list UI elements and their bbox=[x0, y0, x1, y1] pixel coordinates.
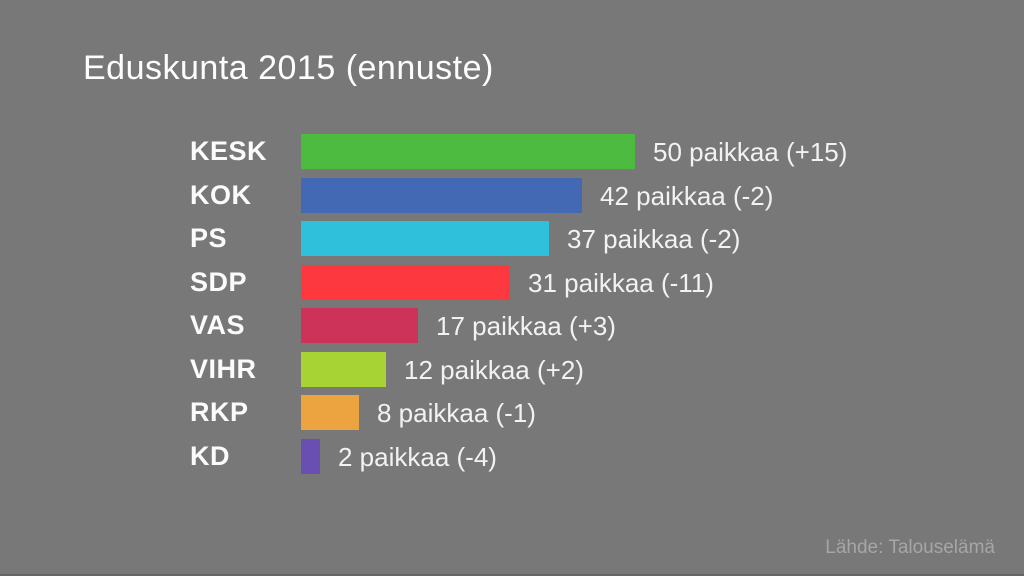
party-label: PS bbox=[190, 223, 228, 253]
party-label: KOK bbox=[190, 180, 252, 210]
bottom-edge-strip bbox=[0, 574, 1024, 576]
bar-row: KOK 42 paikkaa (-2) bbox=[0, 178, 1024, 213]
seat-bar bbox=[301, 178, 582, 213]
seat-bar bbox=[301, 395, 359, 430]
seat-bar bbox=[301, 134, 635, 169]
value-label: 17 paikkaa (+3) bbox=[436, 311, 616, 341]
party-label: VAS bbox=[190, 310, 246, 340]
bar-row: SDP 31 paikkaa (-11) bbox=[0, 265, 1024, 300]
party-label: VIHR bbox=[190, 354, 257, 384]
bar-row: VAS 17 paikkaa (+3) bbox=[0, 308, 1024, 343]
seat-bar bbox=[301, 439, 320, 474]
bar-row: VIHR 12 paikkaa (+2) bbox=[0, 352, 1024, 387]
value-label: 8 paikkaa (-1) bbox=[377, 398, 536, 428]
seat-bar bbox=[301, 265, 510, 300]
value-label: 42 paikkaa (-2) bbox=[600, 181, 774, 211]
party-label: RKP bbox=[190, 397, 249, 427]
value-label: 50 paikkaa (+15) bbox=[653, 137, 848, 167]
bar-chart: KESK 50 paikkaa (+15) KOK 42 paikkaa (-2… bbox=[0, 134, 1024, 484]
value-label: 12 paikkaa (+2) bbox=[404, 355, 584, 385]
bar-row: KESK 50 paikkaa (+15) bbox=[0, 134, 1024, 169]
bar-row: PS 37 paikkaa (-2) bbox=[0, 221, 1024, 256]
source-credit: Lähde: Talouselämä bbox=[825, 537, 995, 558]
bar-row: RKP 8 paikkaa (-1) bbox=[0, 395, 1024, 430]
party-label: KESK bbox=[190, 136, 268, 166]
seat-bar bbox=[301, 352, 386, 387]
party-label: SDP bbox=[190, 267, 248, 297]
value-label: 2 paikkaa (-4) bbox=[338, 442, 497, 472]
value-label: 37 paikkaa (-2) bbox=[567, 224, 741, 254]
bar-row: KD 2 paikkaa (-4) bbox=[0, 439, 1024, 474]
value-label: 31 paikkaa (-11) bbox=[528, 268, 714, 298]
seat-bar bbox=[301, 308, 418, 343]
chart-title: Eduskunta 2015 (ennuste) bbox=[83, 49, 494, 87]
party-label: KD bbox=[190, 441, 230, 471]
seat-bar bbox=[301, 221, 549, 256]
